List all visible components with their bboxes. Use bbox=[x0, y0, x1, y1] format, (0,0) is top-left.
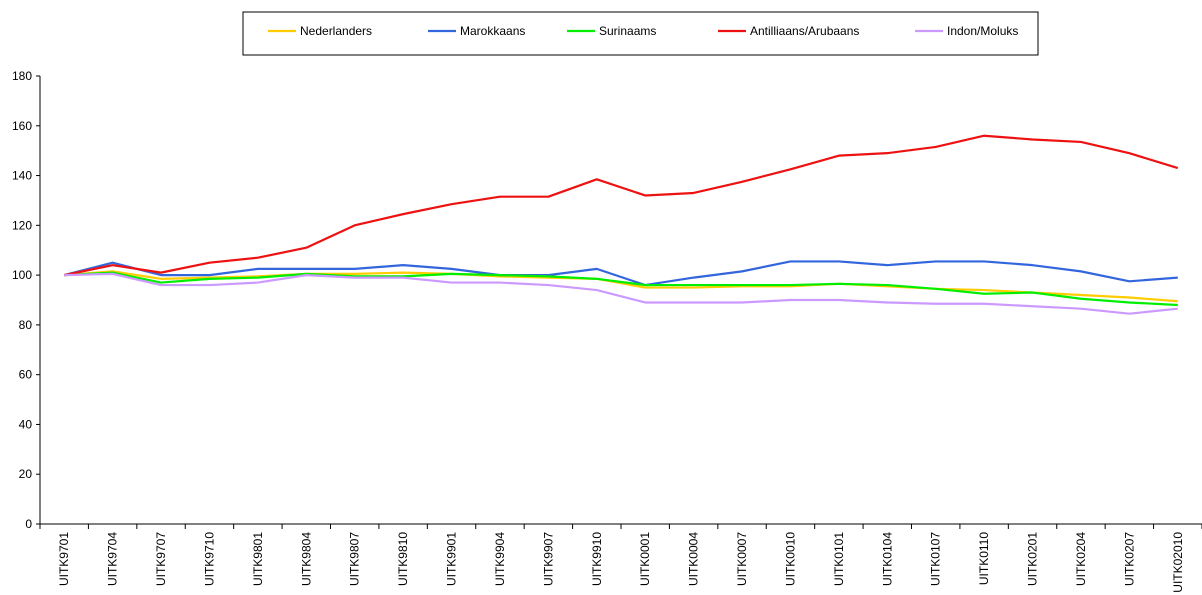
x-tick-label: UITK9704 bbox=[106, 532, 120, 586]
series-line bbox=[64, 271, 1178, 307]
x-tick-label: UITK9801 bbox=[251, 532, 265, 586]
y-tick-label: 100 bbox=[12, 268, 32, 282]
x-tick-label: UITK9710 bbox=[202, 532, 216, 586]
y-tick-label: 180 bbox=[12, 69, 32, 83]
x-tick-label: UITK9707 bbox=[154, 532, 168, 586]
x-tick-label: UITK0104 bbox=[880, 532, 894, 586]
x-tick-label: UITK0107 bbox=[929, 532, 943, 586]
x-tick-label: UITK0004 bbox=[687, 532, 701, 586]
y-tick-label: 160 bbox=[12, 119, 32, 133]
x-tick-label: UITK9804 bbox=[299, 532, 313, 586]
legend-label: Nederlanders bbox=[300, 24, 372, 38]
x-tick-label: UITK0007 bbox=[735, 532, 749, 586]
x-tick-label: UITK0207 bbox=[1122, 532, 1136, 586]
x-tick-label: UITK0101 bbox=[832, 532, 846, 586]
x-tick-label: UITK0201 bbox=[1026, 532, 1040, 586]
x-tick-label: UITK9810 bbox=[396, 532, 410, 586]
series-line bbox=[63, 134, 1179, 277]
y-tick-label: 20 bbox=[19, 467, 33, 481]
series-line bbox=[63, 260, 1178, 287]
legend-box bbox=[242, 11, 1039, 56]
x-tick-label: UITK0204 bbox=[1074, 532, 1088, 586]
x-tick-label: UITK9807 bbox=[348, 532, 362, 586]
legend-label: Surinaams bbox=[599, 24, 656, 38]
y-tick-label: 80 bbox=[19, 318, 33, 332]
y-tick-label: 140 bbox=[12, 169, 32, 183]
y-tick-label: 0 bbox=[25, 517, 32, 531]
legend-label: Indon/Moluks bbox=[947, 24, 1018, 38]
x-tick-label: UITK9701 bbox=[57, 532, 71, 586]
x-tick-label: UITK9910 bbox=[590, 532, 604, 586]
x-tick-label: UITK02010 bbox=[1171, 532, 1185, 593]
series-line bbox=[64, 272, 1178, 315]
y-tick-label: 120 bbox=[12, 218, 32, 232]
legend-label: Marokkaans bbox=[460, 24, 525, 38]
y-tick-label: 60 bbox=[19, 368, 33, 382]
x-tick-label: UITK0010 bbox=[783, 532, 797, 586]
series-line bbox=[64, 270, 1178, 303]
y-tick-label: 40 bbox=[19, 417, 33, 431]
x-tick-label: UITK9907 bbox=[541, 532, 555, 586]
x-tick-label: UITK9901 bbox=[445, 532, 459, 586]
x-tick-label: UITK0001 bbox=[638, 532, 652, 586]
x-tick-label: UITK0110 bbox=[977, 532, 991, 585]
x-tick-label: UITK9904 bbox=[493, 532, 507, 586]
legend-label: Antilliaans/Arubaans bbox=[750, 24, 859, 38]
